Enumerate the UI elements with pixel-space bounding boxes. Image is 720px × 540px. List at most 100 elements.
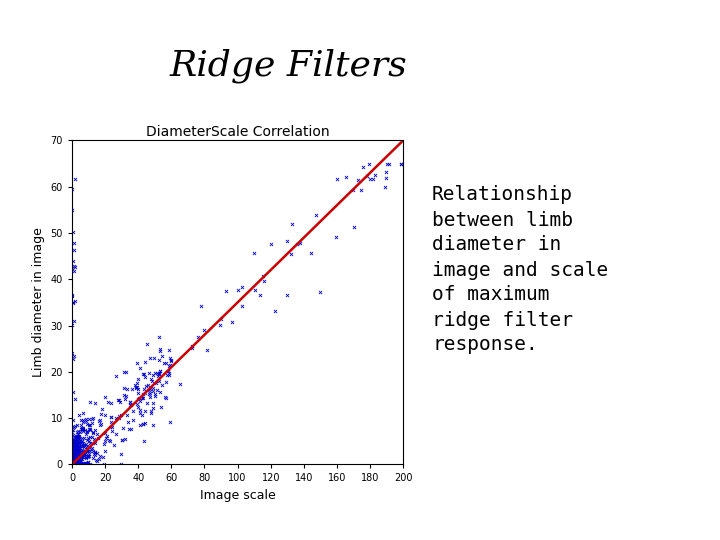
- Point: [115, 449, 127, 458]
- Point: [68, 450, 80, 458]
- Point: [78, 417, 89, 426]
- Point: [145, 375, 157, 383]
- Point: [74, 451, 86, 460]
- Point: [70, 460, 81, 469]
- Point: [77, 453, 89, 462]
- Point: [72, 460, 84, 469]
- Point: [68, 460, 79, 469]
- Point: [138, 384, 150, 393]
- Point: [137, 411, 148, 420]
- Point: [66, 446, 78, 454]
- Point: [68, 239, 79, 247]
- Point: [67, 460, 78, 469]
- Point: [80, 460, 91, 469]
- Point: [67, 446, 78, 454]
- Point: [133, 394, 145, 402]
- Point: [69, 447, 81, 456]
- Point: [77, 424, 89, 433]
- Point: [67, 456, 78, 464]
- Point: [67, 445, 78, 454]
- Point: [294, 239, 305, 247]
- Point: [66, 423, 78, 432]
- Point: [68, 453, 80, 461]
- Point: [66, 460, 78, 469]
- Point: [76, 446, 87, 454]
- Point: [67, 460, 78, 469]
- Point: [89, 399, 101, 407]
- Point: [78, 460, 90, 469]
- Point: [132, 374, 143, 383]
- X-axis label: Image scale: Image scale: [199, 489, 276, 502]
- Point: [76, 455, 88, 463]
- Point: [93, 417, 104, 426]
- Point: [67, 460, 78, 469]
- Point: [76, 437, 87, 445]
- Point: [67, 445, 78, 454]
- Point: [71, 454, 83, 462]
- Point: [71, 449, 83, 458]
- Point: [69, 448, 81, 457]
- Point: [154, 388, 166, 396]
- Point: [71, 440, 83, 448]
- Point: [151, 368, 163, 377]
- Point: [68, 460, 80, 469]
- Point: [71, 460, 83, 469]
- Point: [68, 460, 79, 469]
- Point: [348, 222, 359, 231]
- Point: [73, 446, 85, 454]
- Point: [78, 460, 89, 469]
- Point: [153, 376, 165, 385]
- Point: [66, 348, 78, 357]
- Point: [79, 460, 91, 468]
- Point: [67, 460, 78, 469]
- Point: [68, 458, 79, 467]
- Point: [72, 446, 84, 454]
- Point: [66, 447, 78, 456]
- Point: [89, 438, 101, 447]
- Point: [68, 262, 80, 271]
- Point: [67, 460, 78, 469]
- Point: [67, 460, 78, 469]
- Point: [67, 426, 78, 434]
- Point: [76, 415, 87, 424]
- Point: [73, 457, 85, 466]
- Point: [379, 183, 390, 191]
- Point: [71, 438, 82, 447]
- Point: [78, 460, 89, 469]
- Point: [70, 443, 81, 451]
- Point: [69, 460, 81, 469]
- Point: [84, 438, 96, 447]
- Point: [70, 453, 81, 462]
- Point: [68, 460, 79, 469]
- Point: [70, 460, 81, 469]
- Point: [71, 436, 83, 445]
- Point: [72, 460, 84, 469]
- Point: [78, 450, 90, 459]
- Point: [71, 460, 82, 469]
- Point: [88, 447, 99, 455]
- Point: [68, 443, 79, 452]
- Point: [68, 460, 79, 469]
- Point: [81, 427, 93, 435]
- Point: [67, 458, 78, 467]
- Point: [69, 456, 81, 465]
- Point: [66, 460, 78, 469]
- Point: [93, 434, 104, 442]
- Point: [116, 460, 127, 469]
- Point: [75, 457, 86, 465]
- Point: [156, 352, 168, 361]
- Point: [81, 453, 92, 461]
- Point: [81, 417, 92, 426]
- Point: [76, 425, 88, 434]
- Point: [68, 450, 79, 458]
- Point: [71, 460, 83, 469]
- Point: [163, 370, 175, 379]
- Point: [75, 447, 86, 456]
- Point: [69, 458, 81, 467]
- Point: [341, 173, 352, 181]
- Point: [73, 460, 84, 469]
- Point: [166, 357, 177, 366]
- Point: [79, 426, 91, 435]
- Point: [76, 425, 87, 434]
- Point: [67, 457, 78, 466]
